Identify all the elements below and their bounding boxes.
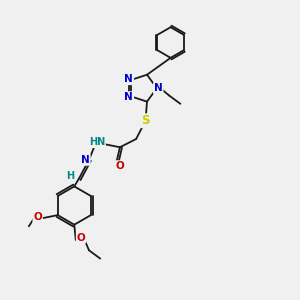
Text: N: N — [124, 92, 133, 102]
Text: O: O — [116, 161, 124, 171]
Text: H: H — [66, 171, 74, 181]
Text: O: O — [33, 212, 42, 223]
Text: N: N — [154, 83, 163, 93]
Text: HN: HN — [89, 137, 105, 147]
Text: N: N — [81, 155, 90, 165]
Text: O: O — [77, 232, 85, 243]
Text: S: S — [141, 114, 150, 127]
Text: N: N — [124, 74, 133, 84]
